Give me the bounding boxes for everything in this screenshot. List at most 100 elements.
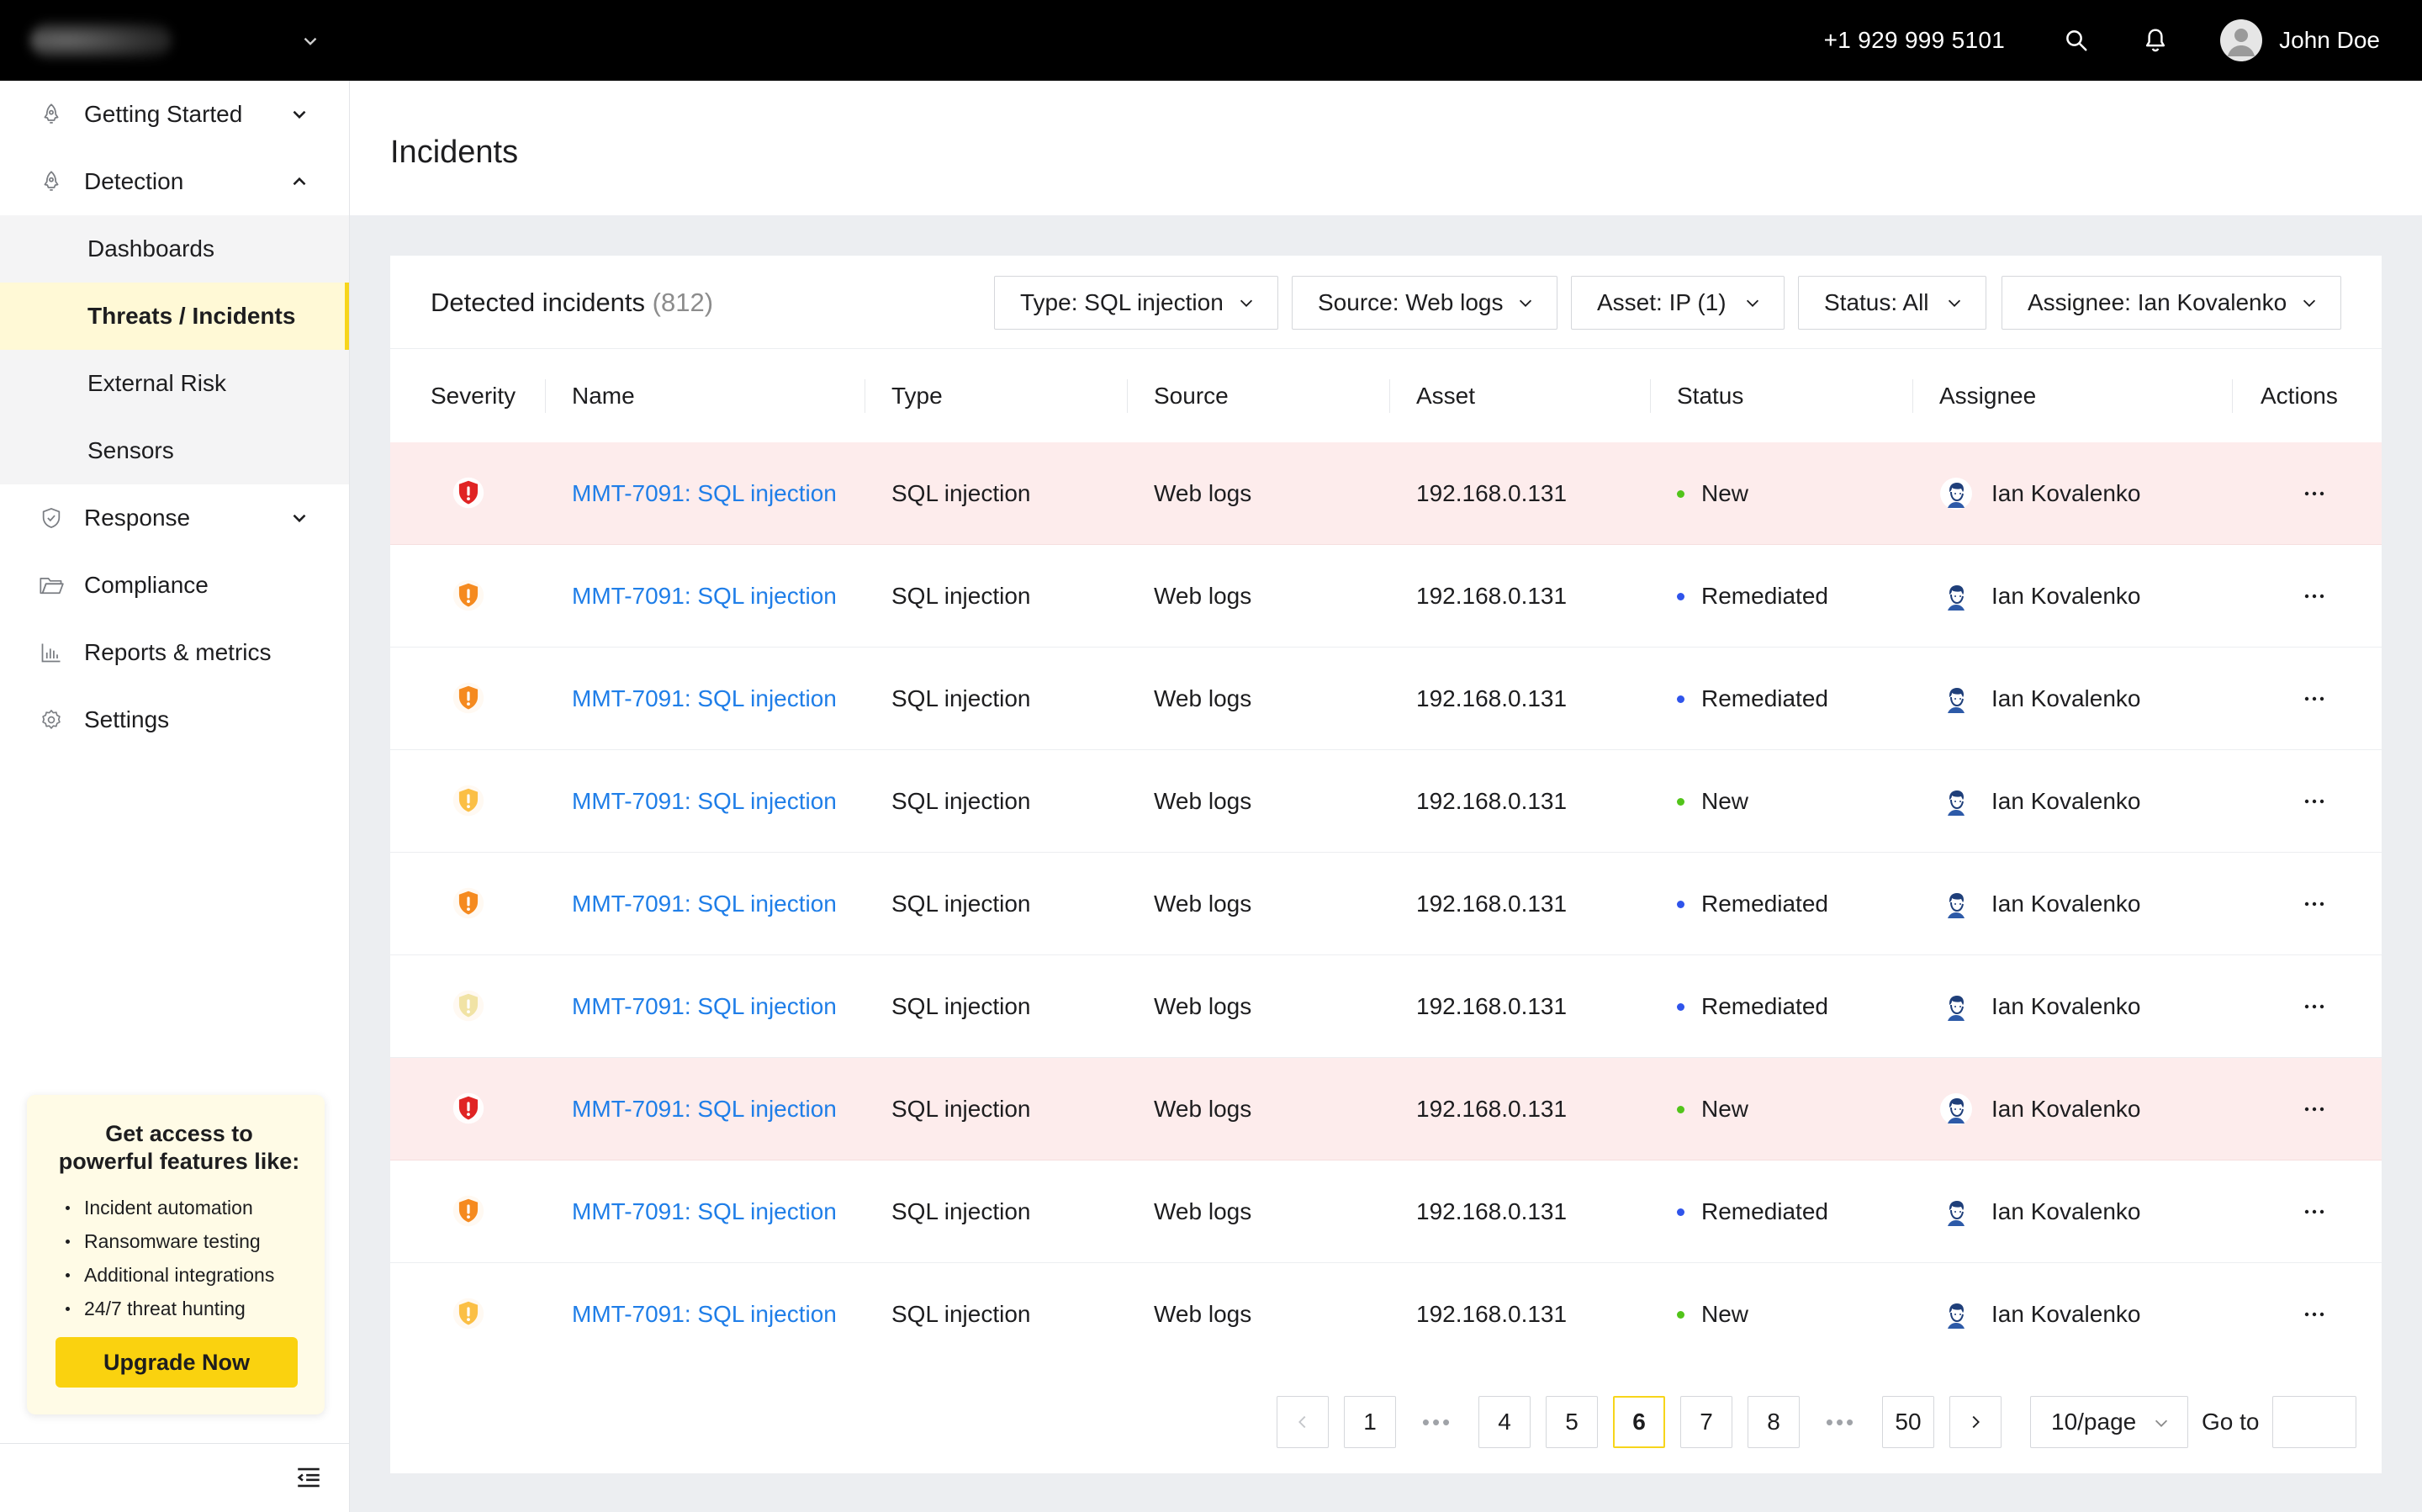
- incident-assignee[interactable]: Ian Kovalenko: [1939, 545, 2140, 648]
- table-row[interactable]: MMT-7091: SQL injection SQL injection We…: [390, 1058, 2382, 1160]
- row-actions-menu[interactable]: [2298, 477, 2331, 510]
- sidebar-item-response[interactable]: Response: [0, 484, 349, 552]
- assignee-avatar: [1940, 1093, 1972, 1125]
- sidebar-item-getting-started[interactable]: Getting Started: [0, 81, 349, 148]
- assignee-avatar: [1940, 1196, 1972, 1228]
- page-ellipsis[interactable]: •••: [1825, 1409, 1857, 1435]
- sidebar-item-sensors[interactable]: Sensors: [87, 437, 174, 463]
- goto-page-input[interactable]: [2272, 1396, 2356, 1448]
- filter-status[interactable]: Status: All: [1798, 276, 1986, 330]
- page-button[interactable]: 50: [1882, 1396, 1934, 1448]
- sidebar-item-external-risk[interactable]: External Risk: [87, 370, 226, 396]
- support-phone[interactable]: +1 929 999 5101: [1823, 27, 2006, 53]
- incident-asset: 192.168.0.131: [1416, 685, 1568, 711]
- chevron-down-icon[interactable]: [299, 30, 321, 52]
- incident-assignee[interactable]: Ian Kovalenko: [1939, 853, 2140, 955]
- incident-asset: 192.168.0.131: [1416, 788, 1568, 814]
- chevron-down-icon: [1240, 299, 1253, 307]
- assignee-name: Ian Kovalenko: [1991, 480, 2141, 506]
- table-row[interactable]: MMT-7091: SQL injection SQL injection We…: [390, 648, 2382, 750]
- incident-assignee[interactable]: Ian Kovalenko: [1939, 1058, 2140, 1160]
- incident-name-link[interactable]: MMT-7091: SQL injection: [572, 685, 837, 711]
- row-actions-menu[interactable]: [2298, 579, 2331, 613]
- column-header-asset[interactable]: Asset: [1416, 383, 1476, 409]
- page-button[interactable]: 7: [1680, 1396, 1732, 1448]
- row-actions-menu[interactable]: [2298, 887, 2331, 921]
- prev-page-button[interactable]: [1277, 1396, 1329, 1448]
- more-horizontal-icon: [2304, 491, 2324, 496]
- page-button[interactable]: 1: [1344, 1396, 1396, 1448]
- sidebar-item-settings[interactable]: Settings: [0, 686, 349, 753]
- incident-assignee[interactable]: Ian Kovalenko: [1939, 1160, 2140, 1263]
- table-row[interactable]: MMT-7091: SQL injection SQL injection We…: [390, 442, 2382, 545]
- table-row[interactable]: MMT-7091: SQL injection SQL injection We…: [390, 750, 2382, 853]
- incident-name-link[interactable]: MMT-7091: SQL injection: [572, 993, 837, 1019]
- incident-name-link[interactable]: MMT-7091: SQL injection: [572, 1198, 837, 1224]
- incident-asset: 192.168.0.131: [1416, 583, 1568, 609]
- column-header-name[interactable]: Name: [572, 383, 635, 409]
- search-icon[interactable]: [2062, 26, 2091, 55]
- status-text: Remediated: [1701, 993, 1828, 1019]
- filter-type[interactable]: Type: SQL injection: [994, 276, 1278, 330]
- sidebar-item-threats-incidents[interactable]: Threats / Incidents: [0, 283, 349, 350]
- row-actions-menu[interactable]: [2298, 990, 2331, 1023]
- column-header-type[interactable]: Type: [891, 383, 943, 409]
- incident-name-link[interactable]: MMT-7091: SQL injection: [572, 480, 837, 506]
- assignee-avatar: [1940, 991, 1972, 1023]
- incident-assignee[interactable]: Ian Kovalenko: [1939, 1263, 2140, 1366]
- sidebar-item-detection[interactable]: Detection: [0, 148, 349, 215]
- sidebar-item-reports[interactable]: Reports & metrics: [0, 619, 349, 686]
- filter-asset[interactable]: Asset: IP (1): [1571, 276, 1785, 330]
- rocket-icon: [39, 102, 64, 127]
- table-row[interactable]: MMT-7091: SQL injection SQL injection We…: [390, 1263, 2382, 1366]
- sidebar-item-compliance[interactable]: Compliance: [0, 552, 349, 619]
- top-bar: +1 929 999 5101 John Doe: [0, 0, 2422, 81]
- bell-icon[interactable]: [2141, 26, 2170, 55]
- column-header-assignee[interactable]: Assignee: [1939, 383, 2037, 409]
- incident-assignee[interactable]: Ian Kovalenko: [1939, 442, 2140, 545]
- row-actions-menu[interactable]: [2298, 1298, 2331, 1331]
- org-switcher[interactable]: [30, 20, 325, 61]
- incident-assignee[interactable]: Ian Kovalenko: [1939, 750, 2140, 853]
- row-actions-menu[interactable]: [2298, 682, 2331, 716]
- chevron-down-icon: [2303, 299, 2316, 307]
- incident-name-link[interactable]: MMT-7091: SQL injection: [572, 583, 837, 609]
- row-actions-menu[interactable]: [2298, 1092, 2331, 1126]
- page-size-select[interactable]: 10/page: [2030, 1396, 2188, 1448]
- incident-name-link[interactable]: MMT-7091: SQL injection: [572, 1096, 837, 1122]
- row-actions-menu[interactable]: [2298, 1195, 2331, 1229]
- collapse-sidebar-icon[interactable]: [294, 1463, 323, 1492]
- incident-name-link[interactable]: MMT-7091: SQL injection: [572, 1301, 837, 1327]
- table-row[interactable]: MMT-7091: SQL injection SQL injection We…: [390, 1160, 2382, 1263]
- table-row[interactable]: MMT-7091: SQL injection SQL injection We…: [390, 545, 2382, 648]
- page-button[interactable]: 5: [1546, 1396, 1598, 1448]
- page-button-current[interactable]: 6: [1613, 1396, 1665, 1448]
- severity-shield-icon: [452, 682, 484, 714]
- shield-check-icon: [39, 505, 64, 531]
- column-header-severity[interactable]: Severity: [431, 383, 516, 409]
- user-name[interactable]: John Doe: [2279, 27, 2380, 53]
- incident-assignee[interactable]: Ian Kovalenko: [1939, 648, 2140, 750]
- incident-assignee[interactable]: Ian Kovalenko: [1939, 955, 2140, 1058]
- incidents-card: Detected incidents (812) Type: SQL injec…: [390, 256, 2382, 1473]
- table-row[interactable]: MMT-7091: SQL injection SQL injection We…: [390, 853, 2382, 955]
- page-button[interactable]: 8: [1748, 1396, 1800, 1448]
- page-button[interactable]: 4: [1478, 1396, 1531, 1448]
- sidebar-item-dashboards[interactable]: Dashboards: [87, 235, 214, 262]
- incident-status: Remediated: [1677, 955, 1828, 1058]
- row-actions-menu[interactable]: [2298, 785, 2331, 818]
- column-header-status[interactable]: Status: [1677, 383, 1744, 409]
- incident-name-link[interactable]: MMT-7091: SQL injection: [572, 891, 837, 917]
- promo-title: Get access to powerful features like:: [58, 1121, 300, 1174]
- incident-name-link[interactable]: MMT-7091: SQL injection: [572, 788, 837, 814]
- filter-assignee[interactable]: Assignee: Ian Kovalenko: [2002, 276, 2341, 330]
- more-horizontal-icon: [2304, 901, 2324, 907]
- assignee-name: Ian Kovalenko: [1991, 993, 2141, 1019]
- filter-source[interactable]: Source: Web logs: [1292, 276, 1557, 330]
- user-avatar[interactable]: [2220, 19, 2263, 61]
- upgrade-now-button[interactable]: Upgrade Now: [56, 1337, 298, 1388]
- table-row[interactable]: MMT-7091: SQL injection SQL injection We…: [390, 955, 2382, 1058]
- next-page-button[interactable]: [1949, 1396, 2002, 1448]
- page-ellipsis[interactable]: •••: [1421, 1409, 1453, 1435]
- column-header-source[interactable]: Source: [1154, 383, 1229, 409]
